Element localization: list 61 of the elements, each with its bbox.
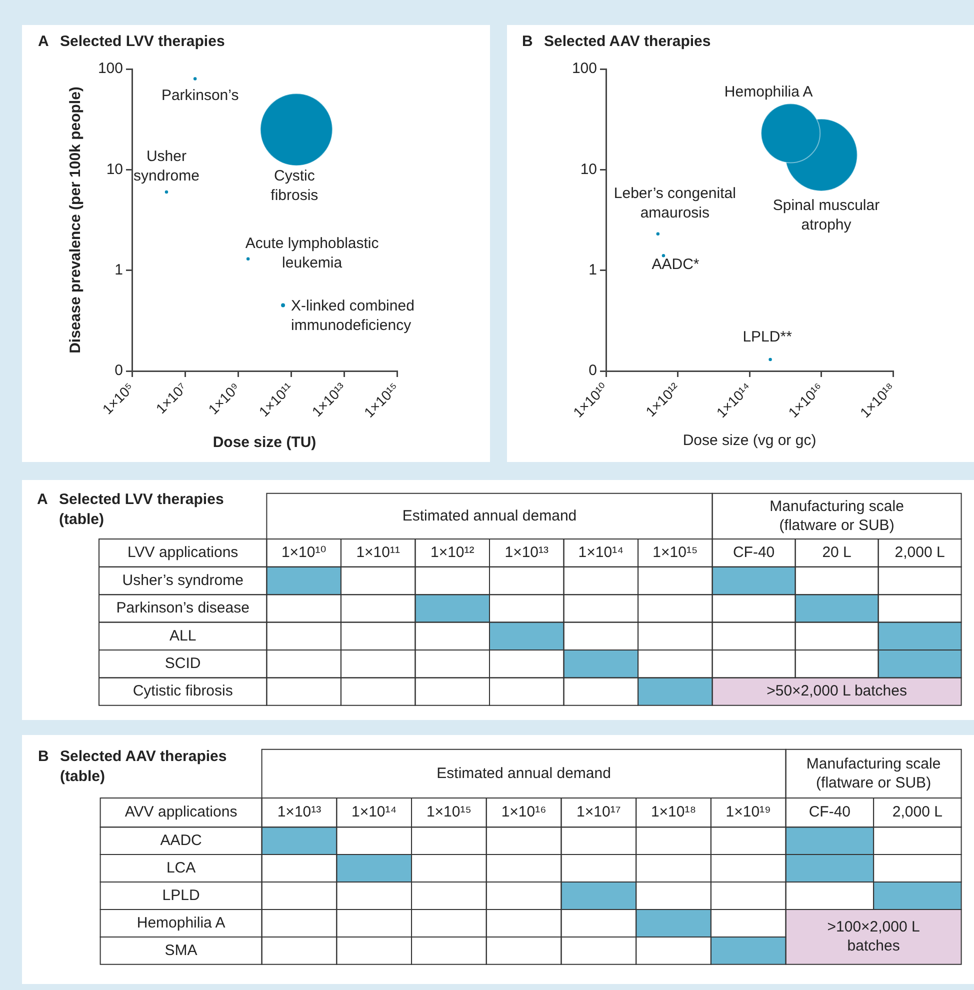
x-tick-label: 20 L (822, 544, 852, 562)
y-tick-label: 0 (114, 362, 123, 380)
series-label: Spinal muscular atrophy (772, 197, 880, 234)
series-label: AADC* (652, 256, 700, 273)
x-tick-label: 1×10¹¹ (356, 544, 400, 562)
y-tick-label: ALL (170, 627, 196, 644)
series-label: Usher syndrome (134, 148, 200, 185)
x-tick-label: 1×10¹⁵ (426, 804, 472, 821)
text: A Selected LVV therapies (table) (37, 490, 225, 530)
y-tick-label: AADC (160, 832, 202, 849)
series-label: X-linked combined immunodeficiency (291, 297, 414, 334)
series-label: Acute lymphoblastic leukemia (245, 235, 380, 272)
text: B Selected AAV therapies (table) (38, 747, 228, 787)
y-tick-label: 0 (588, 362, 597, 380)
x-tick-label: 1×10¹⁴ (578, 544, 624, 562)
x-tick-label: 1×10¹² (430, 544, 474, 562)
x-tick-label: CF-40 (808, 804, 851, 821)
x-tick-label: 2,000 L (892, 804, 942, 821)
y-tick-label: Hemophilia A (136, 914, 226, 932)
x-tick-label: 1×10¹⁰ (281, 544, 326, 562)
y-tick-label: 100 (98, 60, 123, 78)
y-tick-label: Parkinson’s disease (116, 600, 250, 617)
chart-title: B Selected AAV therapies (522, 32, 711, 52)
x-tick-label: 1×10¹⁹ (726, 804, 771, 821)
y-axis-title: AVV applications (124, 804, 238, 821)
x-tick-label: 1×10¹⁸ (650, 804, 696, 821)
x-tick-label: 1×10¹³ (277, 804, 322, 821)
series-label: LPLD** (742, 328, 792, 346)
text: >50×2,000 L batches (766, 682, 908, 700)
text: >100×2,000 L batches (827, 918, 920, 955)
text: Manufacturing scale (flatware or SUB) (770, 498, 904, 534)
x-tick-label: CF-40 (732, 544, 775, 562)
x-tick-label: 1×10¹⁷ (576, 804, 621, 821)
x-axis-title: Dose size (TU) (212, 434, 316, 452)
y-tick-label: 100 (572, 60, 597, 78)
y-tick-label: 1 (114, 261, 123, 278)
x-tick-label: 2,000 L (894, 544, 945, 562)
y-tick-label: Usher’s syndrome (122, 572, 244, 589)
y-tick-label: SCID (164, 654, 201, 672)
series-label: Hemophilia A (724, 83, 813, 100)
text: Estimated annual demand (402, 507, 577, 524)
y-axis-title: Disease prevalence (per 100k people) (67, 86, 84, 354)
x-axis-title: Dose size (vg or gc) (682, 432, 816, 450)
text: Leber’s congenital amaurosis (614, 185, 736, 222)
y-tick-label: LCA (166, 859, 196, 876)
text: Manufacturing scale (flatware or SUB) (806, 755, 941, 792)
x-tick-label: 1×10¹³ (504, 544, 549, 562)
y-axis-title: LVV applications (128, 544, 238, 562)
y-tick-label: 10 (106, 160, 123, 178)
chart-title: A Selected LVV therapies (38, 32, 225, 52)
series-label: Cystic fibrosis (270, 168, 318, 204)
x-tick-label: 1×10¹⁵ (652, 544, 698, 562)
text: Estimated annual demand (436, 764, 611, 782)
series-label: Parkinson’s (161, 86, 239, 104)
y-tick-label: 1 (588, 261, 597, 278)
x-tick-label: 1×10¹⁶ (501, 804, 546, 821)
y-tick-label: Cytistic fibrosis (132, 682, 233, 700)
x-tick-label: 1×10¹⁴ (351, 804, 397, 821)
y-tick-label: SMA (164, 942, 198, 959)
y-tick-label: 10 (580, 160, 597, 178)
y-tick-label: LPLD (162, 886, 200, 904)
